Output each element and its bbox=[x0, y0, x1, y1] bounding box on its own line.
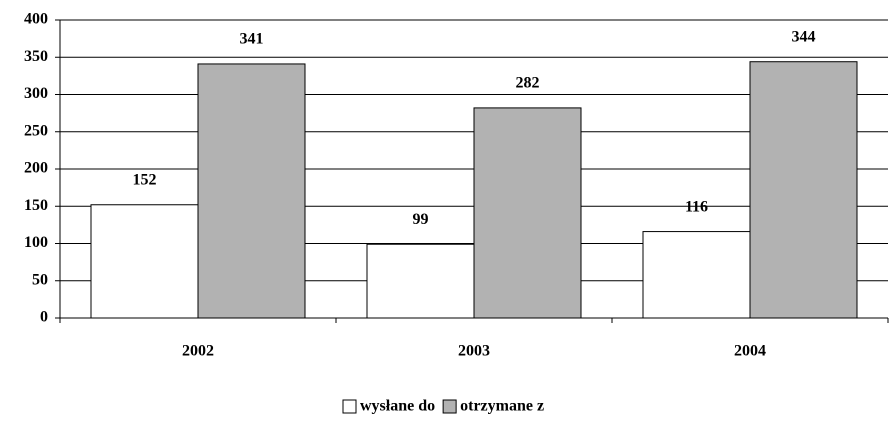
bar bbox=[366, 243, 475, 319]
value-label: 152 bbox=[133, 171, 157, 188]
y-tick-label: 300 bbox=[24, 85, 48, 102]
value-label: 344 bbox=[792, 28, 816, 45]
value-label: 99 bbox=[413, 211, 429, 228]
value-label: 341 bbox=[240, 31, 264, 48]
x-tick-label: 2004 bbox=[734, 343, 766, 360]
bar bbox=[642, 231, 751, 319]
legend-label: otrzymane z bbox=[460, 398, 544, 415]
bar bbox=[90, 204, 199, 319]
y-tick-label: 400 bbox=[24, 11, 48, 28]
value-label: 116 bbox=[685, 198, 708, 215]
legend-swatch bbox=[442, 399, 457, 414]
y-tick-label: 350 bbox=[24, 48, 48, 65]
y-tick-label: 100 bbox=[24, 234, 48, 251]
y-tick-label: 250 bbox=[24, 122, 48, 139]
y-tick-label: 50 bbox=[32, 271, 48, 288]
bar bbox=[473, 107, 582, 319]
y-tick-label: 0 bbox=[40, 309, 48, 326]
x-tick-label: 2003 bbox=[458, 343, 490, 360]
legend-swatch bbox=[342, 399, 357, 414]
y-tick-label: 200 bbox=[24, 160, 48, 177]
bar bbox=[197, 63, 306, 319]
value-label: 282 bbox=[516, 75, 540, 92]
bar bbox=[749, 61, 858, 319]
x-tick-label: 2002 bbox=[182, 343, 214, 360]
legend-label: wysłane do bbox=[360, 398, 435, 415]
y-tick-label: 150 bbox=[24, 197, 48, 214]
